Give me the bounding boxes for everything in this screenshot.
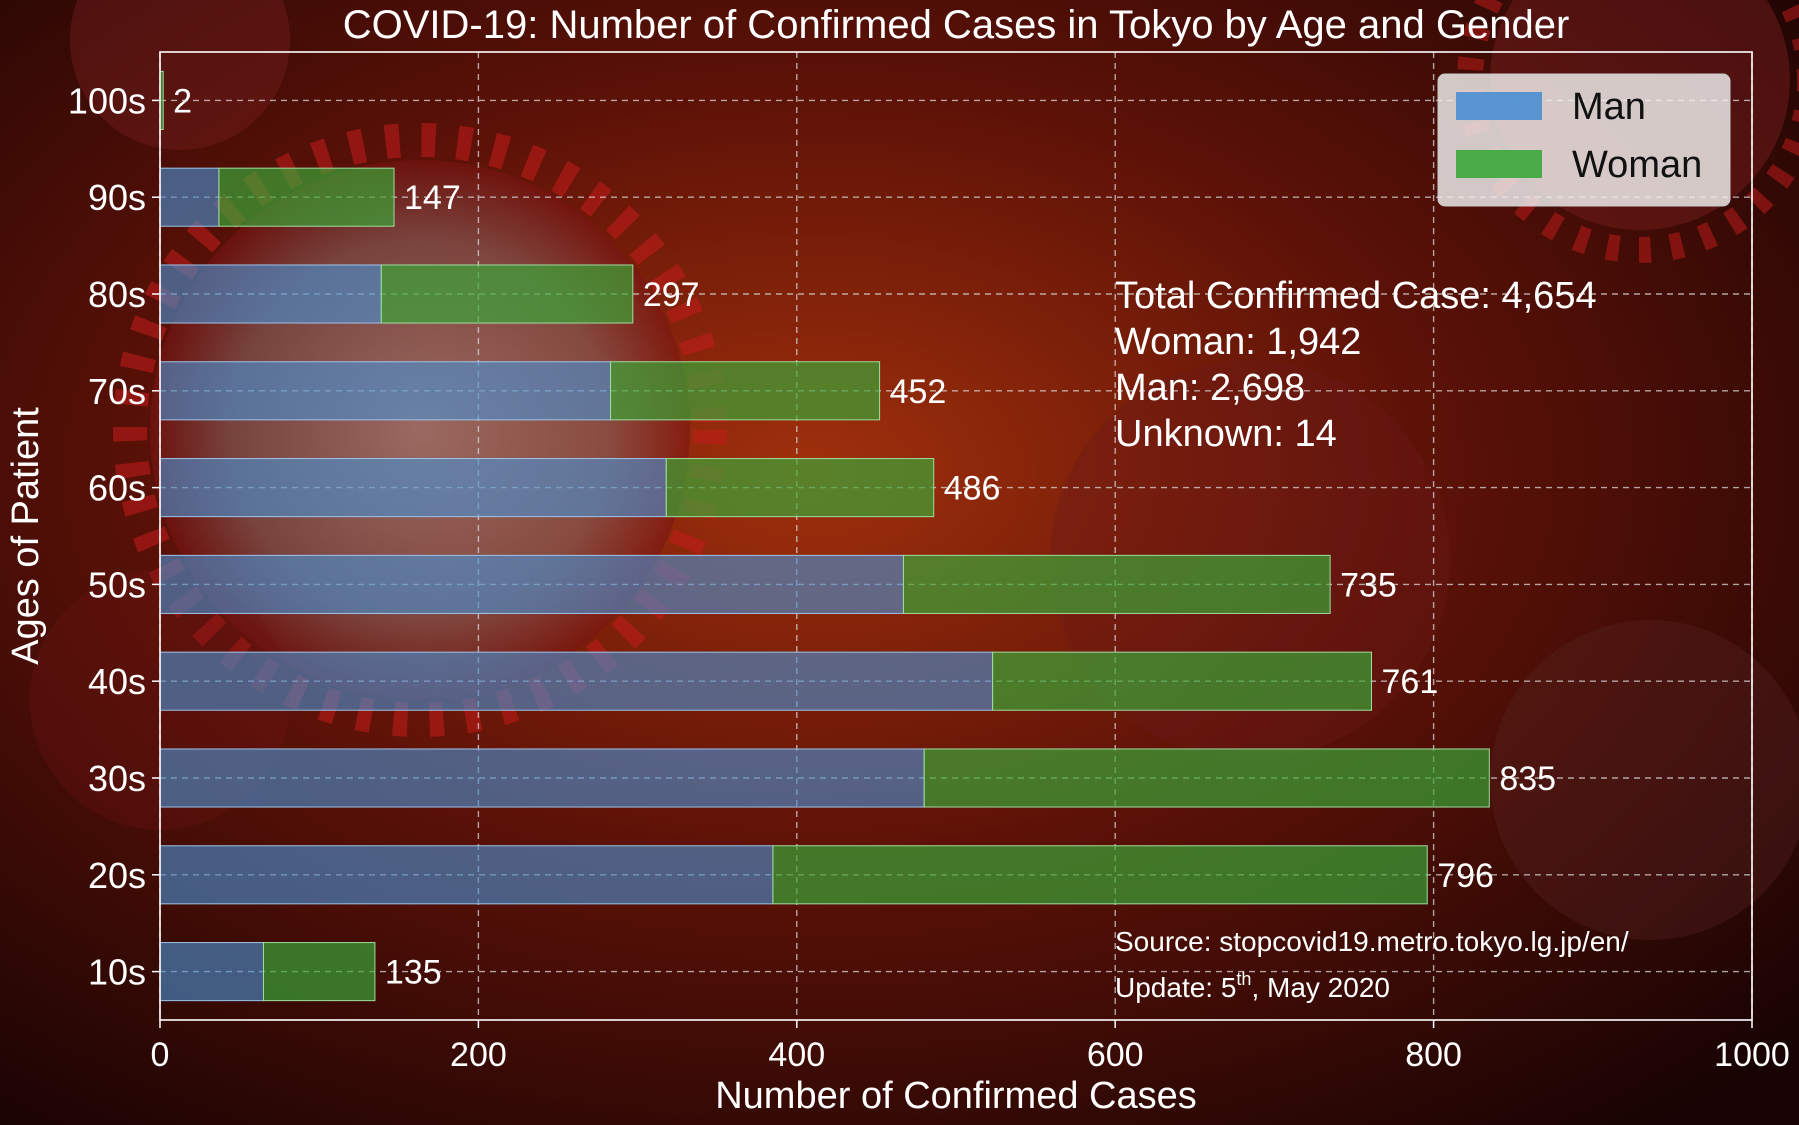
- plot-area: 135 10s 796 20s 835 30s 761 40s 735 50s 486 60s 452 7…: [5, 3, 1790, 1117]
- x-tick-label: 800: [1405, 1036, 1462, 1074]
- bar-total-label: 135: [385, 954, 442, 992]
- bar-man-90s: [159, 167, 220, 227]
- x-tick-label: 0: [151, 1036, 170, 1074]
- bar-man-50s: [159, 554, 904, 614]
- x-axis-label: Number of Confirmed Cases: [715, 1075, 1197, 1117]
- summary-annotation: Woman: 1,942: [1115, 321, 1361, 363]
- bar-man-80s: [159, 264, 382, 324]
- y-tick-label: 80s: [88, 274, 146, 315]
- x-tick-label: 200: [450, 1036, 507, 1074]
- bar-total-label: 835: [1499, 760, 1556, 798]
- plot-frame: [159, 51, 1753, 1021]
- y-tick-label: 10s: [88, 952, 146, 993]
- legend-label-man: Man: [1572, 86, 1646, 128]
- x-tick-label: 600: [1087, 1036, 1144, 1074]
- bar-woman-50s: [902, 554, 1331, 614]
- bar-man-70s: [159, 361, 612, 421]
- legend-swatch-woman: [1456, 150, 1542, 178]
- y-tick-label: 90s: [88, 177, 146, 218]
- bar-woman-80s: [380, 264, 634, 324]
- y-axis-label: Ages of Patient: [5, 407, 47, 665]
- bar-woman-40s: [992, 651, 1373, 711]
- bar-woman-60s: [665, 458, 935, 518]
- bar-man-10s: [159, 942, 264, 1002]
- summary-annotation: Man: 2,698: [1115, 367, 1305, 409]
- x-tick-label: 400: [768, 1036, 825, 1074]
- source-annotation: Source: stopcovid19.metro.tokyo.lg.jp/en…: [1115, 926, 1629, 957]
- bar-total-label: 297: [643, 276, 700, 314]
- y-tick-label: 70s: [88, 371, 146, 412]
- bar-total-label: 2: [173, 82, 192, 120]
- y-tick-label: 60s: [88, 468, 146, 509]
- x-tick-label: 1000: [1714, 1036, 1790, 1074]
- bar-total-label: 486: [944, 470, 1001, 508]
- bar-total-label: 761: [1382, 663, 1439, 701]
- y-tick-label: 30s: [88, 758, 146, 799]
- y-tick-label: 20s: [88, 855, 146, 896]
- y-tick-label: 100s: [68, 80, 146, 121]
- y-tick-label: 40s: [88, 661, 146, 702]
- summary-annotation: Unknown: 14: [1115, 413, 1337, 455]
- bar-man-40s: [159, 651, 994, 711]
- bar-total-label: 147: [404, 179, 461, 217]
- bar-woman-30s: [923, 748, 1490, 808]
- bar-total-label: 735: [1340, 566, 1397, 604]
- update-annotation: Update: 5th, May 2020: [1115, 969, 1390, 1003]
- summary-annotation: Total Confirmed Case: 4,654: [1115, 275, 1597, 317]
- legend-label-woman: Woman: [1572, 144, 1702, 186]
- bar-woman-10s: [262, 942, 376, 1002]
- bar-man-30s: [159, 748, 925, 808]
- bar-man-60s: [159, 458, 667, 518]
- bar-woman-70s: [610, 361, 881, 421]
- bar-woman-20s: [772, 845, 1428, 905]
- legend-swatch-man: [1456, 92, 1542, 120]
- chart-title: COVID-19: Number of Confirmed Cases in T…: [343, 3, 1570, 47]
- bar-man-20s: [159, 845, 774, 905]
- bar-total-label: 796: [1437, 857, 1494, 895]
- y-tick-label: 50s: [88, 564, 146, 605]
- bar-total-label: 452: [890, 373, 947, 411]
- bar-woman-90s: [218, 167, 395, 227]
